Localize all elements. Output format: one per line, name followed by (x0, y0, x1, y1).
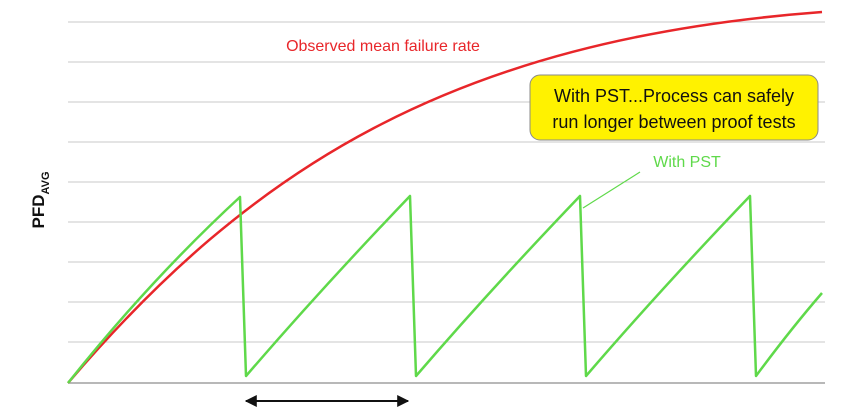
pst-leader (582, 171, 641, 209)
y-axis-label: PFDAVG (29, 171, 52, 228)
y-label-main: PFD (29, 195, 48, 229)
pst-label: With PST (653, 154, 721, 171)
callout-box (529, 74, 819, 141)
pst-curve (67, 194, 823, 384)
observed-curve (67, 10, 823, 384)
callout-line: run longer between proof tests (552, 112, 795, 132)
callout-line: With PST...Process can safely (554, 86, 794, 106)
observed-label: Observed mean failure rate (286, 38, 480, 55)
y-label-subscript: AVG (40, 171, 52, 194)
